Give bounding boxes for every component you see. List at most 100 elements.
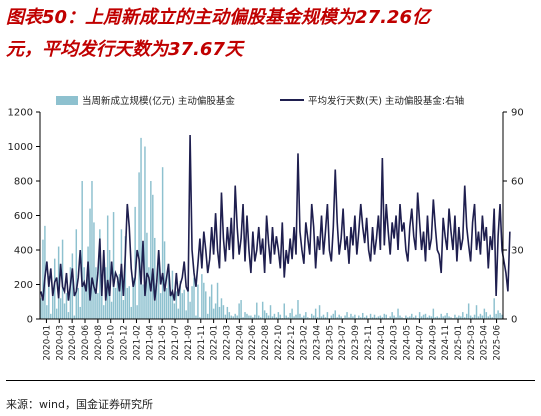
x-tick-label: 2024-11 [441,325,451,361]
bar [373,314,376,319]
source-note: 来源：wind，国金证券研究所 [6,398,154,411]
x-tick-label: 2022-08 [261,325,271,361]
x-tick-label: 2024-01 [377,325,387,361]
bar [46,305,48,319]
x-tick-label: 2021-05 [158,325,168,361]
bar [279,314,282,319]
bar [303,315,305,319]
bar [65,293,68,320]
bar [248,315,250,319]
bar [55,308,58,319]
bar [352,316,354,319]
bar [256,302,258,319]
bar [216,282,219,319]
bar [287,317,289,319]
bar [210,284,213,319]
bar [265,312,268,319]
bar [314,308,317,319]
bar [126,287,129,319]
bar [132,277,134,319]
bar [471,317,474,319]
bar [101,282,103,319]
bar [226,306,229,319]
bar [236,315,238,319]
bar [420,316,423,319]
bar [258,315,260,319]
bar [140,137,142,320]
x-tick-label: 2021-09 [184,325,194,361]
x-tick-label: 2023-02 [300,325,310,361]
bar [477,316,480,319]
bar [208,296,211,319]
y-left-tick-label: 200 [14,280,33,291]
bar [365,315,368,319]
x-tick-label: 2023-04 [313,325,323,361]
bar [214,303,217,319]
x-tick-label: 2023-11 [364,325,374,361]
bar [326,312,329,319]
bar [179,281,182,319]
bar [175,291,178,319]
bar [116,281,119,319]
x-tick-label: 2023-05 [325,325,335,361]
bar [83,267,85,319]
bar [397,308,399,319]
bar [128,286,130,319]
bar [150,181,152,319]
bar [261,301,264,319]
x-tick-label: 2022-12 [287,325,297,361]
bar [89,208,91,319]
bar [464,317,466,319]
bar [483,308,486,319]
bar [346,312,348,319]
bar [157,262,160,319]
x-tick-label: 2025-01 [454,325,464,361]
bar [81,181,83,319]
y-right-tick-label: 0 [511,315,517,326]
bar [181,293,183,320]
bar [440,313,442,319]
bar [122,300,125,319]
bar [405,315,407,319]
chart-title: 图表50：上周新成立的主动偏股基金规模为27.26亿 元，平均发行天数为37.6… [6,2,536,66]
bar [114,287,117,319]
bar [97,293,99,320]
bar [185,310,187,320]
bar [199,317,201,319]
x-tick-label: 2022-01 [210,325,220,361]
bar [110,301,113,319]
y-left-tick-label: 0 [27,315,33,326]
bar [446,312,448,319]
bar [291,308,293,319]
bar [246,313,248,319]
x-tick-label: 2022-04 [235,325,245,361]
bar [475,305,478,319]
bar [336,317,338,319]
bar [354,314,356,319]
bar [161,167,164,319]
bar [305,312,307,319]
bar [205,291,207,319]
x-tick-label: 2025-04 [480,325,490,361]
y-left-tick-label: 1200 [8,108,33,119]
bar [203,282,205,319]
x-tick-label: 2024-03 [390,325,400,361]
bar [67,312,70,319]
bar [77,287,79,319]
bar [254,314,256,319]
bar [422,314,425,319]
x-tick-label: 2020-06 [81,325,91,361]
bar [91,181,93,319]
bar [297,300,299,319]
bar [469,315,472,319]
bar [395,317,397,319]
bar [436,316,439,319]
bar [79,306,81,319]
bar [283,303,285,319]
bar [212,308,215,319]
bar [218,306,221,319]
bar [299,313,301,319]
bar [413,317,415,319]
x-tick-label: 2020-08 [94,325,104,361]
y-left-tick-label: 600 [14,211,33,222]
